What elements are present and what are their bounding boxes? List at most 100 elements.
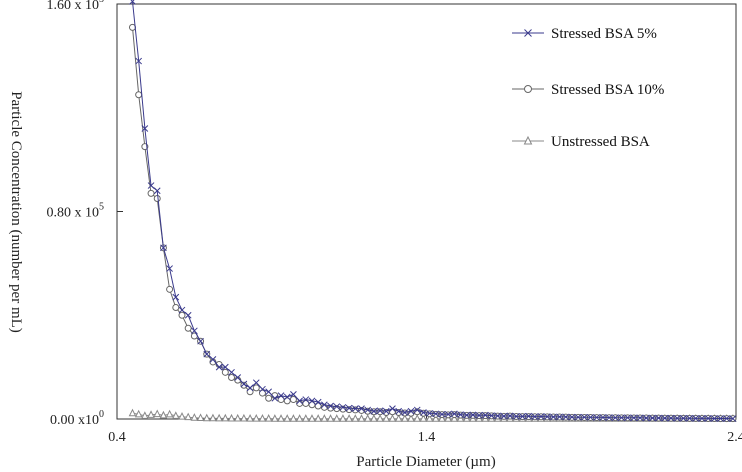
data-point-triangle (363, 414, 372, 422)
data-point-triangle (190, 413, 199, 421)
data-point-circle (147, 189, 155, 197)
data-point-x (519, 413, 526, 420)
data-point-x (240, 380, 248, 388)
data-point-x (488, 412, 495, 419)
data-point-x (413, 406, 421, 414)
data-point-x (141, 125, 149, 132)
data-point-x (364, 406, 372, 414)
data-point-triangle (196, 413, 205, 421)
data-point-x (692, 414, 700, 422)
data-point-x (531, 413, 539, 421)
data-point-x (389, 405, 396, 412)
data-point-x (296, 397, 303, 405)
data-point-triangle (450, 414, 459, 422)
data-point-triangle (277, 414, 285, 422)
data-point-triangle (388, 414, 397, 422)
data-point-x (178, 306, 186, 314)
data-point-x (611, 414, 619, 422)
data-point-triangle (252, 413, 261, 422)
data-point-triangle (227, 413, 236, 422)
data-point-triangle (376, 414, 384, 422)
y-axis-title: Particle Concentration (number per mL) (8, 91, 24, 333)
data-point-x (283, 393, 291, 401)
data-point-x (543, 413, 551, 421)
data-point-triangle (264, 413, 273, 422)
data-point-x (686, 414, 693, 422)
x-axis-title: Particle Diameter (µm) (356, 454, 495, 470)
data-point-triangle (178, 412, 186, 420)
legend-label: Stressed BSA 5% (551, 26, 657, 42)
data-point-x (191, 327, 198, 335)
data-point-x (265, 388, 273, 396)
data-point-x (401, 409, 409, 416)
data-point-triangle (202, 413, 211, 422)
data-point-circle (376, 408, 384, 416)
data-point-triangle (295, 414, 304, 422)
data-point-x (203, 350, 211, 358)
data-point-triangle (271, 414, 279, 422)
data-point-x (605, 414, 613, 421)
data-point-x (172, 293, 180, 301)
data-point-triangle (394, 414, 403, 422)
data-point-triangle (171, 411, 180, 419)
data-point-triangle (382, 414, 391, 422)
data-point-triangle (523, 135, 533, 145)
data-point-x (680, 414, 687, 422)
data-point-triangle (401, 414, 409, 422)
data-point-circle (265, 394, 273, 402)
legend-item: Stressed BSA 5% (512, 26, 657, 42)
data-point-x (655, 414, 662, 422)
data-point-x (395, 407, 402, 415)
data-point-x (550, 413, 557, 421)
data-point-circle (524, 85, 532, 93)
data-point-x (351, 405, 359, 412)
data-point-circle (252, 384, 260, 392)
data-point-circle (246, 388, 254, 396)
data-point-x (704, 414, 712, 422)
data-point-triangle (165, 409, 174, 418)
y-tick-label: 0.80 x 105 (47, 202, 105, 221)
data-point-triangle (128, 408, 137, 417)
data-point-x (321, 401, 328, 409)
data-point-circle (135, 91, 143, 99)
legend: Stressed BSA 5% Stressed BSA 10% Unstresse… (512, 26, 664, 150)
x-tick-label: 0.4 (108, 430, 126, 445)
data-point-x (339, 403, 347, 411)
data-point-x (333, 403, 341, 410)
data-point-x (649, 414, 656, 422)
data-point-x (252, 379, 260, 387)
data-point-triangle (332, 414, 341, 422)
data-point-x (667, 414, 675, 422)
data-point-x (184, 311, 192, 319)
data-point-x (524, 29, 532, 37)
y-tick-label: 1.60 x 105 (47, 0, 105, 13)
data-point-triangle (351, 414, 360, 422)
data-point-x (221, 363, 229, 371)
data-point-circle (289, 396, 297, 404)
data-point-x (729, 415, 737, 422)
data-point-x (197, 337, 204, 345)
data-point-triangle (159, 410, 168, 419)
data-point-x (506, 412, 514, 420)
data-point-x (135, 57, 143, 65)
data-point-x (451, 410, 458, 418)
data-point-x (129, 0, 136, 5)
data-point-triangle (233, 413, 242, 422)
data-point-x (525, 412, 532, 420)
data-point-x (432, 410, 440, 418)
data-point-x (327, 402, 334, 410)
data-point-x (475, 412, 483, 419)
data-point-triangle (240, 413, 248, 422)
data-point-circle (153, 195, 161, 203)
data-point-circle (221, 368, 229, 376)
data-point-x (444, 410, 452, 418)
data-point-x (463, 411, 471, 419)
data-point-x (382, 407, 390, 415)
data-point-triangle (370, 414, 378, 422)
data-point-triangle (141, 411, 149, 419)
data-point-x (308, 397, 316, 405)
x-axis-ticks: 0.4 1.4 2.4 (108, 413, 742, 445)
data-point-triangle (221, 413, 230, 422)
legend-label: Unstressed BSA (551, 134, 650, 150)
